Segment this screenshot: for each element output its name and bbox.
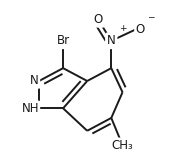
Text: N: N	[107, 34, 116, 47]
Text: +: +	[119, 24, 127, 33]
Text: O: O	[94, 13, 103, 26]
Text: N: N	[30, 75, 39, 87]
Text: Br: Br	[56, 34, 70, 47]
Text: O: O	[135, 23, 145, 36]
Text: NH: NH	[21, 102, 39, 115]
Text: CH₃: CH₃	[112, 139, 133, 152]
Text: −: −	[147, 13, 155, 22]
